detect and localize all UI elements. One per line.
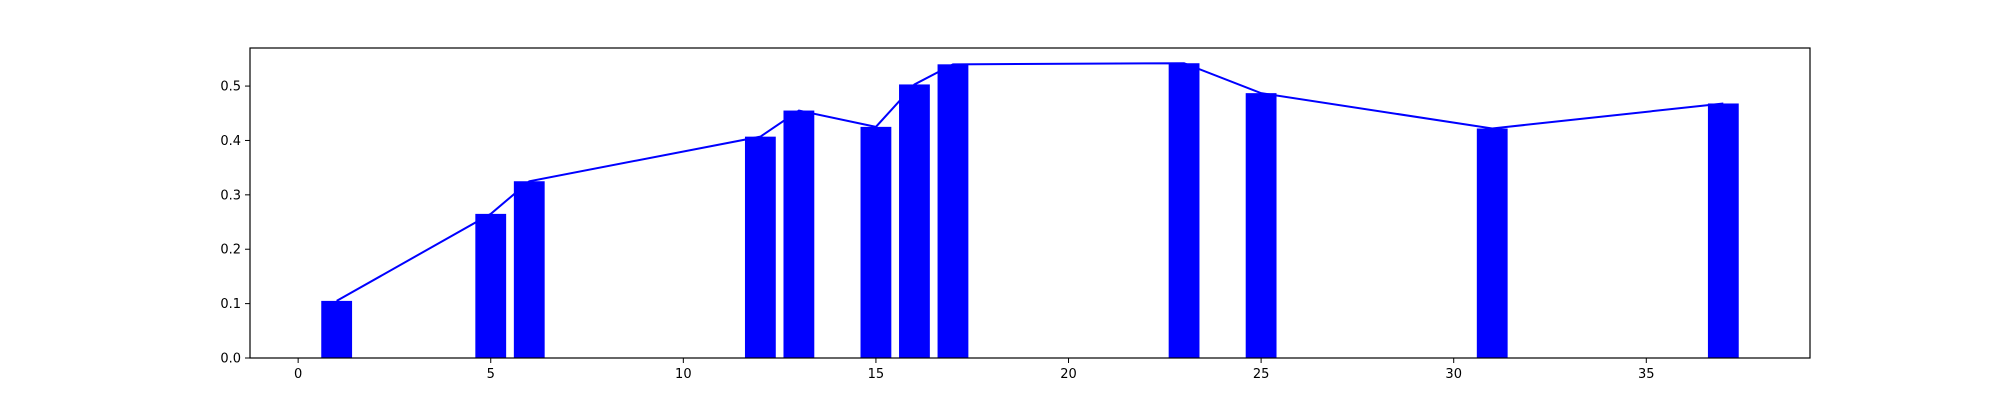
x-axis-ticks: 0 5 10 15 20 25 30 35 (294, 358, 1655, 382)
x-tick-label-1: 5 (487, 367, 495, 382)
x-tick-label-3: 15 (868, 367, 885, 382)
x-tick-label-0: 0 (294, 367, 302, 382)
y-tick-label-5: 0.5 (220, 80, 241, 95)
x-tick-label-4: 20 (1060, 367, 1077, 382)
bar-4 (783, 110, 815, 359)
bar-0 (321, 300, 353, 358)
bar-6 (899, 84, 930, 358)
plot-frame (249, 47, 1811, 359)
x-tick-label-7: 35 (1638, 367, 1655, 382)
bar-7 (937, 64, 969, 358)
series-line (336, 62, 1724, 302)
bar-10 (1476, 128, 1508, 358)
x-tick-label-6: 30 (1445, 367, 1462, 382)
y-tick-label-2: 0.2 (220, 243, 241, 258)
x-tick-label-2: 10 (675, 367, 692, 382)
y-tick-label-0: 0.0 (220, 352, 241, 367)
bar-3 (744, 136, 776, 358)
y-tick-label-1: 0.1 (220, 297, 241, 312)
bar-1 (475, 213, 507, 358)
x-tick-label-5: 25 (1253, 367, 1270, 382)
bar-9 (1245, 93, 1277, 358)
y-tick-label-3: 0.3 (220, 188, 241, 203)
bar-8 (1168, 63, 1200, 359)
bar-2 (513, 181, 545, 358)
bar-11 (1707, 103, 1739, 358)
bars-group (321, 63, 1739, 359)
y-axis-ticks: 0.0 0.1 0.2 0.3 0.4 0.5 (220, 80, 250, 367)
bar-5 (860, 126, 892, 358)
y-tick-label-4: 0.4 (220, 134, 241, 149)
